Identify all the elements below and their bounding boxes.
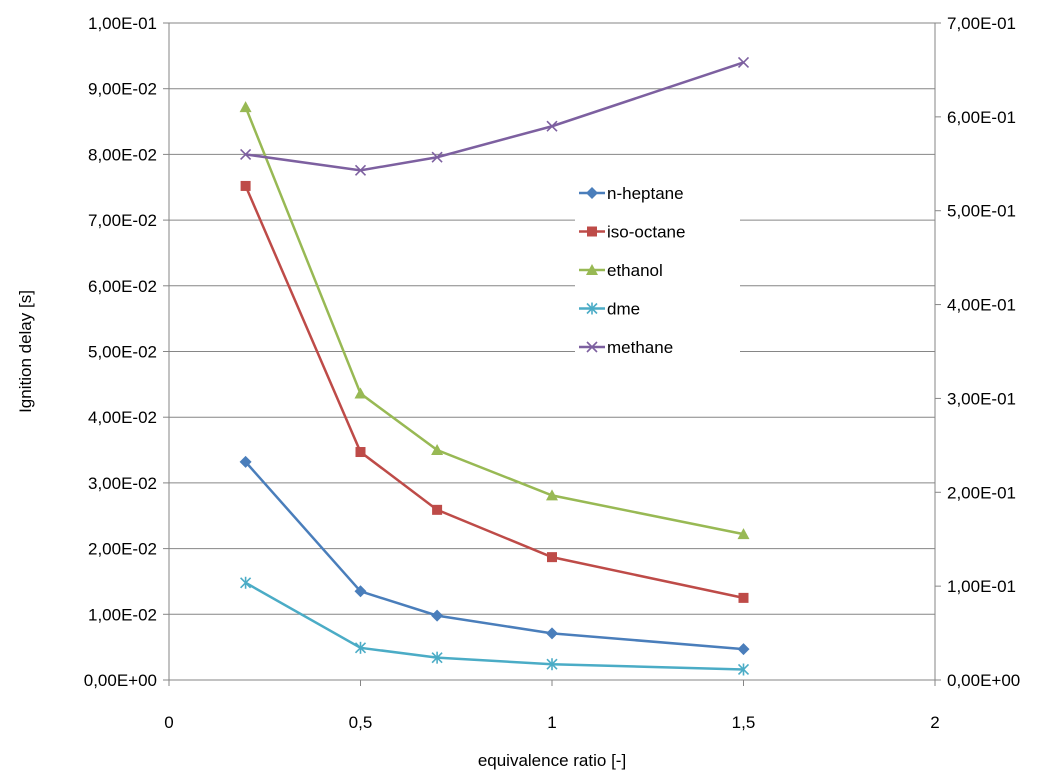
data-point	[737, 643, 750, 656]
data-point	[737, 663, 750, 676]
y2-tick-label: 6,00E-01	[947, 108, 1016, 127]
series-line	[244, 581, 744, 671]
x-axis-title: equivalence ratio [-]	[478, 751, 626, 770]
legend-label: methane	[607, 338, 673, 357]
legend-entry: n-heptane	[579, 184, 684, 203]
data-point	[546, 627, 558, 640]
y2-tick-label: 7,00E-01	[947, 14, 1016, 33]
data-point	[355, 447, 366, 458]
data-point	[240, 180, 251, 191]
y-tick-label: 5,00E-02	[88, 343, 157, 362]
data-point	[546, 658, 558, 671]
legend-label: n-heptane	[607, 184, 684, 203]
x-tick-label: 2	[930, 713, 939, 732]
y2-tick-label: 2,00E-01	[947, 483, 1016, 502]
y-tick-label: 6,00E-02	[88, 277, 157, 296]
axes: 0,00E+00 1,00E-02 2,00E-02 3,00E-02 4,00E-02…	[84, 14, 1021, 732]
data-point	[431, 444, 444, 456]
data-point	[546, 489, 558, 501]
data-point	[240, 148, 252, 160]
legend-label: ethanol	[607, 261, 663, 280]
legend-background	[575, 174, 740, 373]
y2-tick-label: 1,00E-01	[947, 577, 1016, 596]
y-tick-label: 1,00E-01	[88, 14, 157, 33]
data-point	[354, 585, 367, 598]
y-tick-label: 3,00E-02	[88, 474, 157, 493]
data-point	[431, 609, 444, 622]
x-tick-label: 0,5	[349, 713, 373, 732]
data-point	[354, 641, 367, 654]
series-ethanol	[239, 101, 750, 540]
y-tick-label: 1,00E-02	[88, 605, 157, 624]
legend-marker	[587, 226, 597, 237]
data-point	[737, 56, 750, 68]
y-tick-label: 8,00E-02	[88, 145, 157, 164]
data-point	[431, 151, 443, 163]
legend-label: iso-octane	[607, 223, 685, 242]
series-methane	[240, 56, 750, 176]
series	[239, 56, 750, 676]
legend-marker	[586, 187, 598, 199]
series-n-heptane	[239, 455, 750, 656]
data-point	[354, 387, 367, 399]
data-point	[737, 528, 750, 540]
legend-marker	[586, 264, 598, 275]
data-point	[546, 120, 558, 132]
data-point	[431, 651, 443, 664]
x-tick-label: 1,5	[732, 713, 756, 732]
legend-entry: dme	[579, 300, 640, 319]
y2-tick-label: 5,00E-01	[947, 202, 1016, 221]
x-tick-label: 0	[164, 713, 173, 732]
data-point	[239, 101, 252, 113]
y2-tick-label: 3,00E-01	[947, 389, 1016, 408]
series-iso-octane	[240, 180, 749, 603]
data-point	[432, 504, 443, 515]
x-tick-label: 1	[547, 713, 556, 732]
y-tick-label: 7,00E-02	[88, 211, 157, 230]
legend: n-heptane iso-octane ethanol dme methane	[575, 174, 740, 373]
legend-label: dme	[607, 300, 640, 319]
legend-entry: methane	[579, 338, 673, 357]
legend-entry: iso-octane	[579, 223, 685, 242]
series-dme	[240, 576, 750, 676]
y2-tick-label: 0,00E+00	[947, 671, 1020, 690]
data-point	[354, 164, 367, 176]
y-tick-label: 0,00E+00	[84, 671, 157, 690]
y-tick-label: 2,00E-02	[88, 540, 157, 559]
data-point	[738, 592, 749, 603]
series-line	[244, 461, 744, 651]
y-tick-label: 4,00E-02	[88, 408, 157, 427]
gridlines	[169, 22, 935, 615]
data-point	[547, 552, 557, 563]
data-point	[239, 455, 252, 468]
data-point	[240, 576, 252, 589]
y-tick-label: 9,00E-02	[88, 80, 157, 99]
y-axis-title: Ignition delay [s]	[16, 290, 35, 413]
legend-marker	[586, 341, 598, 353]
y2-tick-label: 4,00E-01	[947, 296, 1016, 315]
legend-entry: ethanol	[579, 261, 663, 280]
legend-marker	[586, 302, 598, 315]
